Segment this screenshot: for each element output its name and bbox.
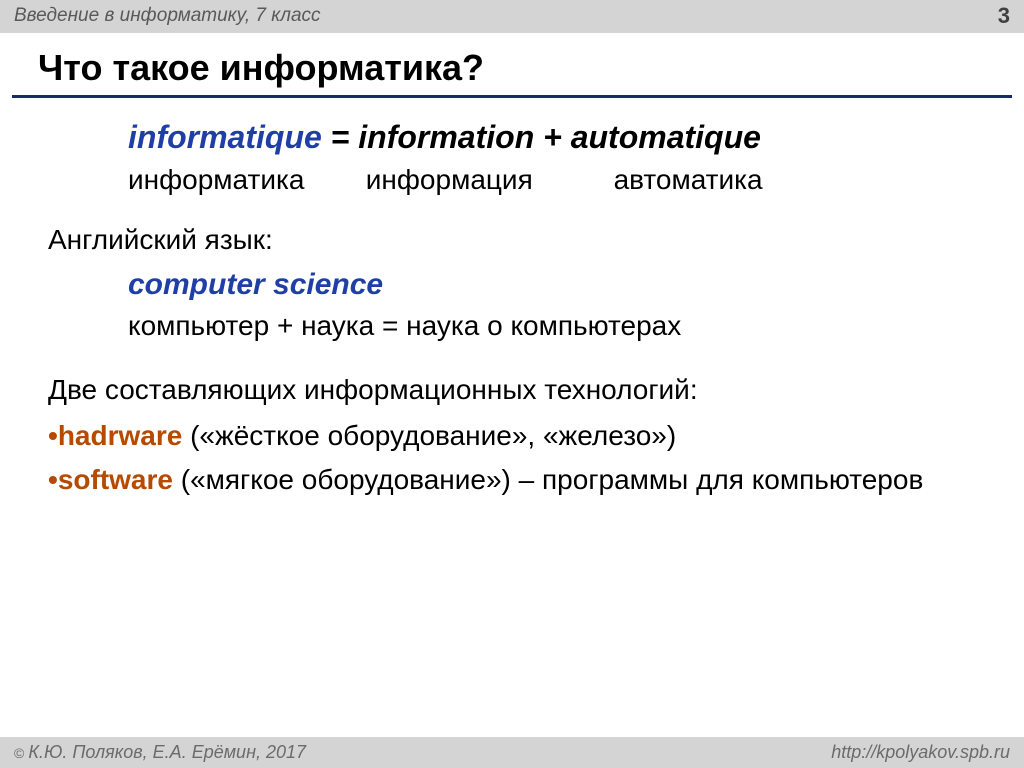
page-number: 3	[998, 3, 1010, 29]
bullet-hardware: •hadrware («жёсткое оборудование», «желе…	[48, 417, 976, 455]
english-sub-left: компьютер + наука	[128, 310, 374, 341]
slide-title: Что такое информатика?	[38, 47, 1024, 89]
eq-term-informatique: informatique	[128, 119, 322, 155]
footer-authors-text: К.Ю. Поляков, Е.А. Ерёмин, 2017	[28, 742, 306, 762]
hardware-rest: («жёсткое оборудование», «железо»)	[182, 420, 676, 451]
software-rest: («мягкое оборудование») – программы для …	[173, 464, 923, 495]
eq-sub3: автоматика	[614, 161, 763, 199]
eq-term-automatique: automatique	[571, 119, 761, 155]
eq-sub1: информатика	[128, 161, 358, 199]
equation-line: informatique = information + automatique	[128, 116, 976, 159]
bullet-software: •software («мягкое оборудование») – прог…	[48, 461, 976, 499]
footer-authors: ©К.Ю. Поляков, Е.А. Ерёмин, 2017	[14, 742, 306, 763]
header-subject: Введение в информатику, 7 класс	[14, 5, 321, 27]
english-sub-eq: =	[374, 310, 406, 341]
english-sub-right: наука о компьютерах	[406, 310, 681, 341]
equation-subline: информатика информация автоматика	[128, 161, 976, 199]
eq-equals: =	[322, 119, 358, 155]
english-subline: компьютер + наука = наука о компьютерах	[128, 307, 976, 345]
bullet-dot-icon: •	[48, 420, 58, 451]
header-bar: Введение в информатику, 7 класс 3	[0, 0, 1024, 33]
software-term: software	[58, 464, 173, 495]
bullet-dot-icon: •	[48, 464, 58, 495]
title-rule	[12, 95, 1012, 98]
copyright-icon: ©	[14, 745, 24, 761]
slide-content: informatique = information + automatique…	[0, 116, 1024, 498]
eq-plus: +	[534, 119, 570, 155]
footer-bar: ©К.Ю. Поляков, Е.А. Ерёмин, 2017 http://…	[0, 737, 1024, 768]
hardware-term: hadrware	[58, 420, 183, 451]
footer-url: http://kpolyakov.spb.ru	[831, 742, 1010, 763]
english-term: computer science	[128, 268, 383, 301]
slide: Введение в информатику, 7 класс 3 Что та…	[0, 0, 1024, 768]
components-intro: Две составляющих информационных технолог…	[48, 371, 976, 409]
eq-sub2: информация	[366, 161, 606, 199]
english-term-line: computer science	[128, 265, 976, 306]
english-label: Английский язык:	[48, 221, 976, 259]
eq-term-information: information	[358, 119, 534, 155]
